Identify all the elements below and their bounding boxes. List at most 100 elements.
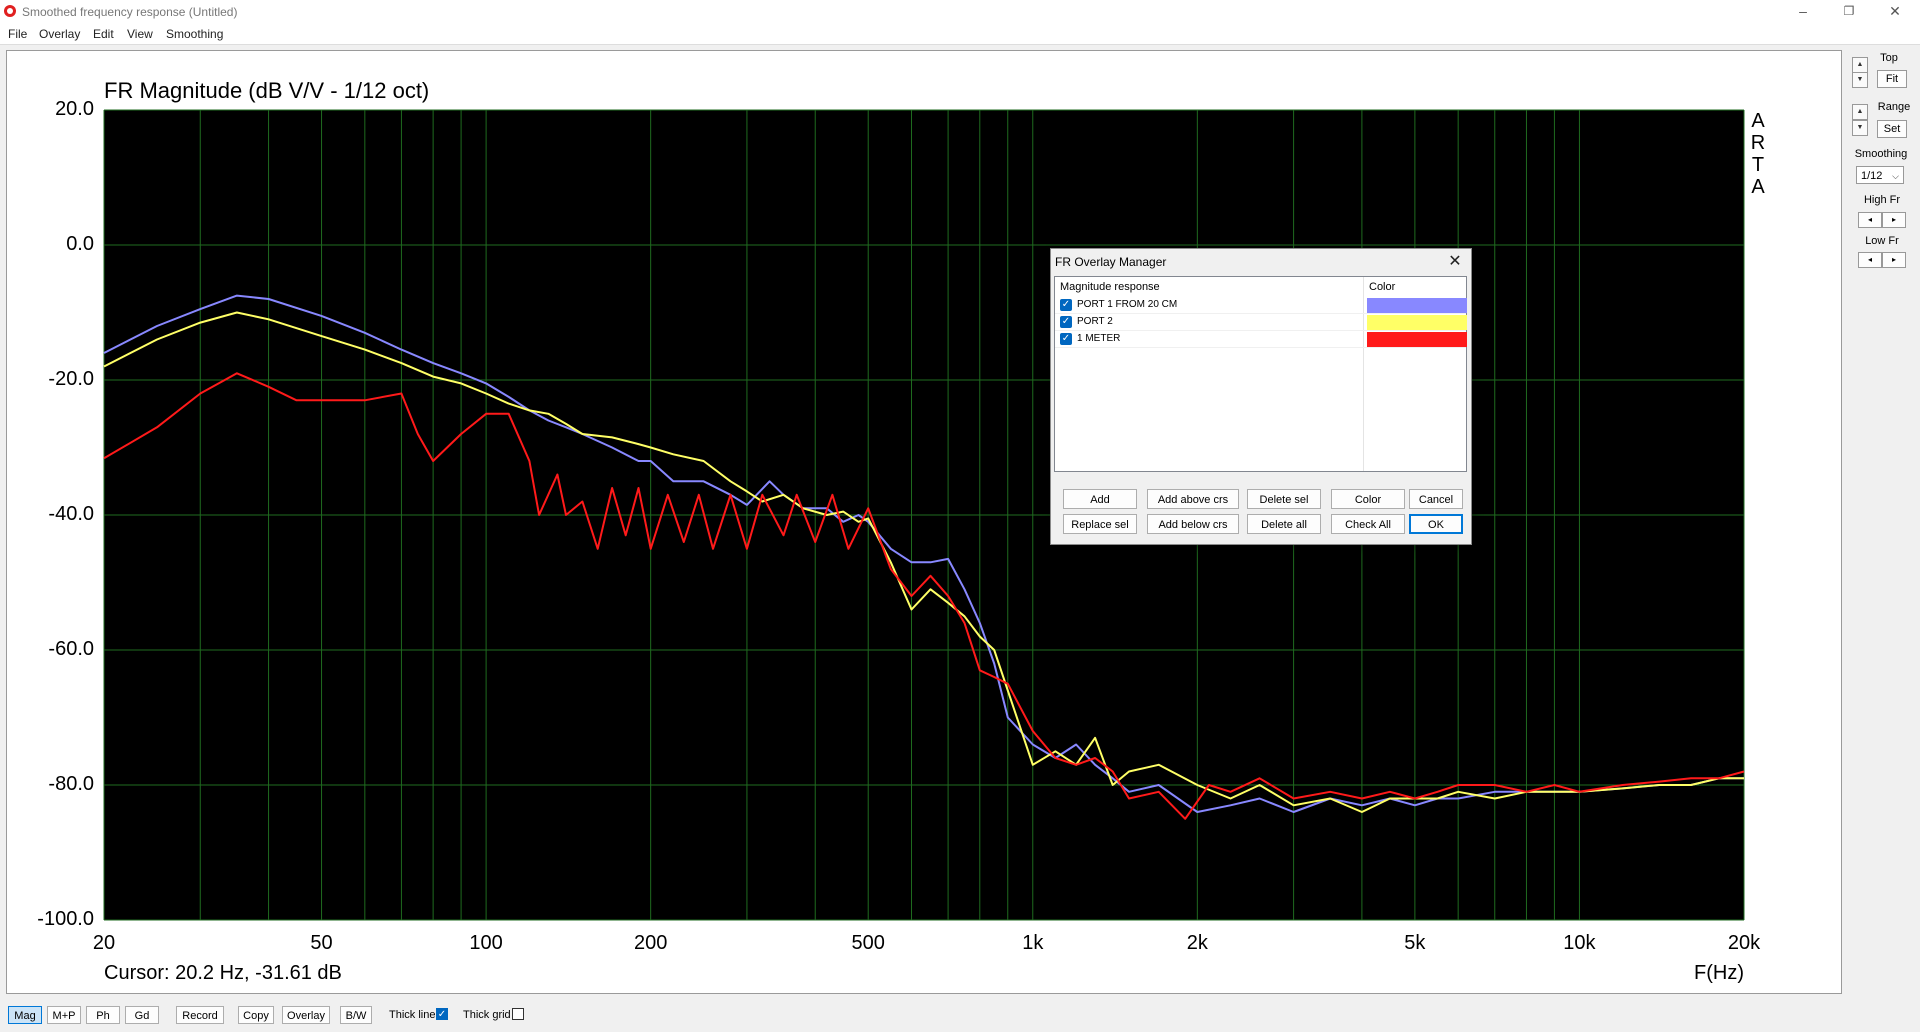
menu-file[interactable]: File [8,27,28,41]
y-tick-label: -80.0 [48,773,94,795]
smoothing-label: Smoothing [1854,148,1908,160]
list-item[interactable]: ✓ PORT 2 [1055,314,1467,331]
thick-grid-label: Thick grid [463,1009,511,1021]
list-item[interactable]: ✓ PORT 1 FROM 20 CM [1055,297,1467,314]
row-checkbox[interactable]: ✓ [1060,316,1072,328]
y-tick-label: 20.0 [55,98,94,120]
cancel-button[interactable]: Cancel [1409,489,1463,509]
series-line-2 [103,311,1744,813]
check-all-button[interactable]: Check All [1331,514,1405,534]
menu-overlay[interactable]: Overlay [39,27,81,41]
menu-edit[interactable]: Edit [93,27,114,41]
ok-button[interactable]: OK [1409,514,1463,534]
x-tick-label: 20k [1727,932,1761,954]
minimize-button[interactable]: – [1799,3,1807,19]
x-axis-label: F(Hz) [1694,962,1744,984]
mag-button[interactable]: Mag [8,1006,42,1024]
color-swatch[interactable] [1367,332,1467,347]
arta-letter: R [1750,132,1766,154]
high-fr-right-arrow[interactable]: ▸ [1882,212,1906,228]
color-swatch[interactable] [1367,315,1467,330]
app-icon [4,5,16,17]
chevron-down-icon: ⌵ [1892,171,1899,181]
arta-letter: A [1751,176,1765,198]
low-fr-left-arrow[interactable]: ◂ [1858,252,1882,268]
row-checkbox[interactable]: ✓ [1060,333,1072,345]
overlay-button[interactable]: Overlay [282,1006,330,1024]
add-below-crs-button[interactable]: Add below crs [1147,514,1239,534]
series-lines [103,294,1745,820]
menu-view[interactable]: View [127,27,153,41]
arta-letter: A [1751,110,1765,132]
replace-sel-button[interactable]: Replace sel [1063,514,1137,534]
menu-bar: File Overlay Edit View Smoothing [0,24,1920,45]
y-tick-label: -100.0 [37,908,94,930]
dialog-title: FR Overlay Manager [1055,255,1167,269]
column-header-magnitude[interactable]: Magnitude response [1060,281,1160,293]
gd-button[interactable]: Gd [125,1006,159,1024]
menu-smoothing[interactable]: Smoothing [166,27,224,41]
record-button[interactable]: Record [176,1006,224,1024]
fit-button[interactable]: Fit [1877,70,1907,88]
x-tick-label: 200 [633,932,668,954]
overlay-name: PORT 2 [1077,316,1113,327]
thick-line-checkbox[interactable]: ✓ [436,1008,448,1020]
list-item[interactable]: ✓ 1 METER [1055,331,1467,348]
series-line-1 [103,294,1744,813]
fr-overlay-manager-dialog: FR Overlay Manager ✕ Magnitude response … [1050,248,1472,545]
ph-button[interactable]: Ph [86,1006,120,1024]
column-header-color[interactable]: Color [1369,281,1396,293]
x-tick-label: 1k [1022,932,1044,954]
range-down-arrow[interactable]: ▼ [1852,120,1868,136]
chart-title: FR Magnitude (dB V/V - 1/12 oct) [104,78,430,103]
thick-line-label: Thick line [389,1009,436,1021]
x-tick-label: 500 [851,932,885,954]
smoothing-select[interactable]: 1/12 ⌵ [1856,166,1904,184]
color-button[interactable]: Color [1331,489,1405,509]
y-tick-label: -20.0 [48,368,94,390]
color-swatch[interactable] [1367,298,1467,313]
column-divider [1363,277,1364,471]
series-line-3 [103,372,1745,820]
bw-button[interactable]: B/W [340,1006,372,1024]
thick-grid-checkbox[interactable] [512,1008,524,1020]
top-up-arrow[interactable]: ▲ [1852,57,1868,73]
delete-all-button[interactable]: Delete all [1247,514,1321,534]
title-bar: Smoothed frequency response (Untitled) –… [0,0,1920,24]
low-fr-label: Low Fr [1865,235,1899,247]
high-fr-label: High Fr [1863,194,1901,206]
smoothing-value: 1/12 [1861,170,1883,182]
row-checkbox[interactable]: ✓ [1060,299,1072,311]
x-tick-label: 10k [1563,932,1596,954]
copy-button[interactable]: Copy [238,1006,274,1024]
set-button[interactable]: Set [1877,120,1907,138]
top-label: Top [1880,52,1898,64]
overlay-list[interactable]: Magnitude response Color ✓ PORT 1 FROM 2… [1054,276,1467,472]
x-tick-label: 2k [1186,932,1208,954]
add-button[interactable]: Add [1063,489,1137,509]
overlay-name: 1 METER [1077,333,1121,344]
range-up-arrow[interactable]: ▲ [1852,104,1868,120]
dialog-close-icon[interactable]: ✕ [1448,253,1462,270]
y-tick-label: 0.0 [66,233,94,255]
x-tick-label: 5k [1404,932,1426,954]
range-label: Range [1877,101,1911,113]
add-above-crs-button[interactable]: Add above crs [1147,489,1239,509]
close-button[interactable]: ✕ [1889,3,1901,19]
arta-letter: T [1751,154,1765,176]
restore-button[interactable]: ❐ [1843,4,1855,18]
x-tick-label: 100 [469,932,503,954]
y-tick-label: -60.0 [48,638,94,660]
delete-sel-button[interactable]: Delete sel [1247,489,1321,509]
top-down-arrow[interactable]: ▼ [1852,72,1868,88]
overlay-name: PORT 1 FROM 20 CM [1077,299,1178,310]
mp-button[interactable]: M+P [47,1006,81,1024]
y-tick-label: -40.0 [48,503,94,525]
low-fr-right-arrow[interactable]: ▸ [1882,252,1906,268]
x-tick-label: 20 [92,932,116,954]
x-tick-label: 50 [310,932,333,954]
cursor-readout: Cursor: 20.2 Hz, -31.61 dB [104,962,342,984]
high-fr-left-arrow[interactable]: ◂ [1858,212,1882,228]
